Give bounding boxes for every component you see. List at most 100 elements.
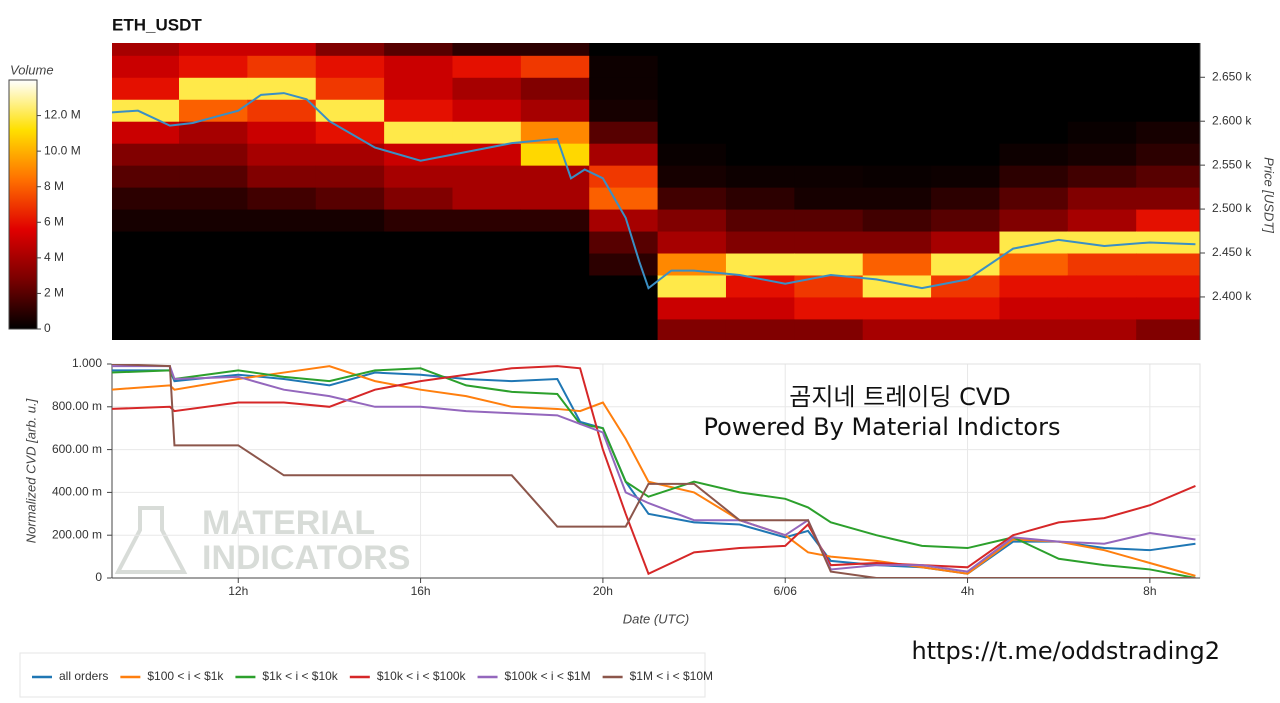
price-line: [112, 92, 1196, 290]
annotation: 곰지네 트레이딩 CVD: [789, 383, 1010, 411]
heatmap-cell: [657, 296, 727, 320]
cvd-line: [112, 365, 1196, 576]
heatmap-cell: [315, 143, 385, 166]
heatmap-cell: [179, 209, 248, 232]
footer-link[interactable]: https://t.me/oddstrading2: [911, 637, 1220, 665]
heatmap-cell: [452, 209, 522, 232]
heatmap-cell: [452, 253, 522, 276]
heatmap-cell: [657, 55, 727, 78]
colorbar-tick-label: 2 M: [44, 286, 64, 300]
y-tick-label: 1.000: [72, 356, 102, 370]
annotation: Powered By Material Indictors: [704, 413, 1061, 441]
heatmap-cell: [657, 274, 727, 298]
heatmap-cell: [179, 253, 248, 276]
watermark-text: INDICATORS: [202, 539, 410, 577]
heatmap-cell: [112, 99, 180, 122]
heatmap-cell: [384, 209, 453, 232]
heatmap-cell: [999, 55, 1069, 78]
heatmap-cell: [179, 99, 248, 122]
heatmap-cell: [589, 43, 659, 56]
heatmap-cell: [112, 187, 180, 210]
heatmap-cell: [179, 55, 248, 78]
heatmap-cell: [999, 318, 1069, 340]
heatmap-cell: [862, 143, 932, 166]
heatmap-cell: [999, 143, 1069, 166]
y-tick-label: 0: [95, 570, 102, 584]
heatmap-cell: [247, 99, 317, 122]
y-tick-label: 200.00 m: [52, 527, 102, 541]
heatmap-cell: [657, 165, 727, 188]
heatmap-cell: [589, 77, 659, 100]
heatmap-cell: [520, 77, 590, 100]
heatmap-cell: [1136, 55, 1200, 78]
heatmap-cell: [794, 274, 864, 298]
heatmap-cell: [657, 209, 727, 232]
heatmap-cell: [657, 77, 727, 100]
heatmap-cell: [794, 99, 864, 122]
heatmap-cell: [247, 143, 317, 166]
heatmap-cell: [931, 318, 1000, 340]
heatmap-cell: [1136, 253, 1200, 276]
heatmap-cell: [794, 253, 864, 276]
heatmap-cell: [520, 318, 590, 340]
heatmap-cell: [657, 143, 727, 166]
heatmap-cell: [315, 253, 385, 276]
heatmap-cell: [999, 121, 1069, 144]
heatmap-cell: [589, 253, 659, 276]
heatmap-cell: [931, 165, 1000, 188]
heatmap-cell: [794, 231, 864, 254]
legend-label: $100 < i < $1k: [147, 669, 224, 683]
y-tick-label: 2.500 k: [1212, 201, 1252, 215]
heatmap-cell: [999, 209, 1069, 232]
heatmap-cell: [179, 143, 248, 166]
heatmap-cell: [725, 318, 795, 340]
heatmap-cell: [1136, 43, 1200, 56]
heatmap-cell: [999, 99, 1069, 122]
heatmap-cell: [1136, 274, 1200, 298]
heatmap-cell: [247, 296, 317, 320]
y-tick-label: 2.650 k: [1212, 69, 1252, 83]
heatmap-cell: [725, 43, 795, 56]
colorbar-tick-label: 8 M: [44, 179, 64, 193]
heatmap-cell: [520, 274, 590, 298]
heatmap-cell: [452, 143, 522, 166]
heatmap-cell: [520, 99, 590, 122]
y-tick-label: 2.450 k: [1212, 245, 1252, 259]
heatmap-cell: [589, 55, 659, 78]
heatmap-cell: [725, 209, 795, 232]
legend-label: all orders: [59, 669, 108, 683]
watermark: MATERIAL INDICATORS: [114, 504, 410, 577]
heatmap-cell: [384, 121, 453, 144]
heatmap-cell: [589, 187, 659, 210]
heatmap-cell: [315, 209, 385, 232]
heatmap-cell: [1136, 318, 1200, 340]
y-axis-title: Normalized CVD [arb. u.]: [23, 398, 38, 543]
x-tick-label: 16h: [411, 584, 431, 598]
heatmap-cell: [179, 187, 248, 210]
heatmap-cell: [589, 274, 659, 298]
x-tick-label: 6/06: [774, 584, 798, 598]
watermark-icon: [114, 506, 188, 574]
heatmap-cell: [315, 318, 385, 340]
heatmap-cell: [112, 143, 180, 166]
heatmap-cell: [862, 55, 932, 78]
heatmap-cell: [315, 165, 385, 188]
heatmap-cell: [384, 274, 453, 298]
heatmap-cell: [862, 165, 932, 188]
heatmap-cell: [657, 121, 727, 144]
heatmap-cell: [247, 231, 317, 254]
heatmap-cell: [589, 121, 659, 144]
lines: [112, 364, 1196, 578]
legend-label: $1M < i < $10M: [630, 669, 713, 683]
x-tick-label: 8h: [1143, 584, 1156, 598]
heatmap-cell: [179, 77, 248, 100]
heatmap-cell: [862, 318, 932, 340]
heatmap-cell: [179, 43, 248, 56]
heatmap-cell: [179, 274, 248, 298]
heatmap-cell: [315, 77, 385, 100]
heatmap-cell: [452, 121, 522, 144]
heatmap-cell: [1067, 253, 1137, 276]
heatmap-cell: [112, 77, 180, 100]
heatmap-cell: [1067, 187, 1137, 210]
y-tick-label: 400.00 m: [52, 485, 102, 499]
